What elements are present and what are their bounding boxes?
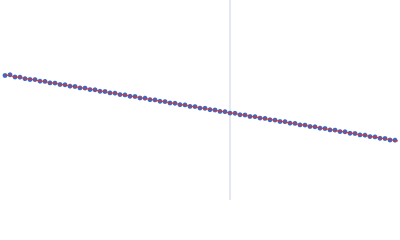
chart <box>2 0 399 200</box>
fit-line <box>4 74 399 142</box>
